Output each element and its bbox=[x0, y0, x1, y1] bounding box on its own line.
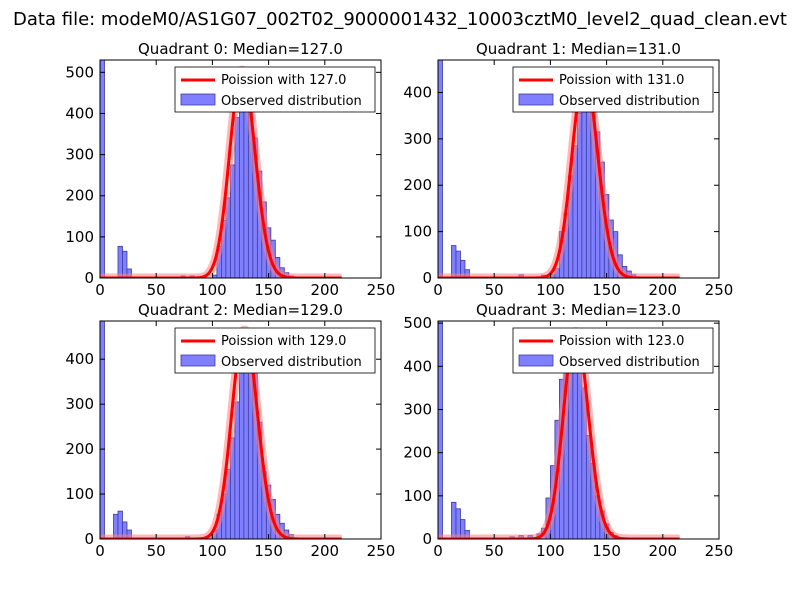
chart-quadrant-3: 0 50 100 150 200 250 0 100 200 300 400 500 Quadrant … bbox=[403, 301, 733, 560]
chart-title: Quadrant 0: Median=127.0 bbox=[138, 40, 343, 58]
x-tick-label: 200 bbox=[310, 542, 339, 560]
legend-label-observed: Observed distribution bbox=[559, 355, 700, 370]
y-tick-label: 300 bbox=[403, 400, 432, 418]
histogram-bar bbox=[100, 321, 105, 539]
histogram-bar bbox=[451, 245, 457, 278]
legend-label-observed: Observed distribution bbox=[559, 94, 700, 109]
x-tick-label: 0 bbox=[95, 281, 105, 299]
legend-label-poisson: Poission with 123.0 bbox=[559, 334, 684, 349]
y-tick-label: 100 bbox=[403, 487, 432, 505]
x-tick-label: 0 bbox=[433, 281, 443, 299]
x-tick-label: 150 bbox=[254, 281, 283, 299]
axes-frame bbox=[437, 59, 720, 279]
y-tick-label: 500 bbox=[403, 314, 432, 332]
legend-label-observed: Observed distribution bbox=[221, 94, 362, 109]
histogram-bar bbox=[100, 60, 105, 278]
x-tick-label: 250 bbox=[705, 281, 734, 299]
x-tick-label: 250 bbox=[367, 281, 396, 299]
x-tick-label: 50 bbox=[485, 281, 504, 299]
chart-quadrant-0: 0 50 100 150 200 250 0 100 200 300 400 500 Quadrant … bbox=[65, 40, 395, 299]
x-tick-label: 50 bbox=[485, 542, 504, 560]
y-tick-label: 200 bbox=[65, 187, 94, 205]
x-tick-label: 100 bbox=[198, 281, 227, 299]
legend-label-poisson: Poission with 129.0 bbox=[221, 334, 346, 349]
x-tick-label: 250 bbox=[367, 542, 396, 560]
chart-quadrant-2: 0 50 100 150 200 250 0 100 200 300 400 Quadrant 2: … bbox=[65, 301, 395, 560]
poisson-curve bbox=[438, 330, 681, 539]
histogram-bar bbox=[126, 268, 132, 278]
y-tick-label: 500 bbox=[65, 63, 94, 81]
y-tick-label: 200 bbox=[403, 176, 432, 194]
x-tick-label: 150 bbox=[592, 542, 621, 560]
y-tick-label: 0 bbox=[422, 269, 432, 287]
histogram-bar bbox=[234, 401, 240, 539]
histogram-bar bbox=[238, 356, 245, 539]
x-tick-label: 100 bbox=[536, 281, 565, 299]
legend-swatch-observed bbox=[180, 93, 216, 106]
y-tick-label: 300 bbox=[65, 146, 94, 164]
x-tick-label: 0 bbox=[95, 542, 105, 560]
y-tick-label: 100 bbox=[65, 485, 94, 503]
histogram-bar bbox=[117, 245, 123, 278]
legend-label-poisson: Poission with 131.0 bbox=[559, 73, 684, 88]
legend-label-observed: Observed distribution bbox=[221, 355, 362, 370]
x-tick-label: 100 bbox=[198, 542, 227, 560]
y-tick-label: 100 bbox=[403, 223, 432, 241]
legend-swatch-observed bbox=[518, 354, 554, 367]
axes-frame bbox=[437, 320, 720, 540]
y-tick-label: 100 bbox=[65, 228, 94, 246]
chart-title: Quadrant 3: Median=123.0 bbox=[476, 301, 681, 319]
y-tick-label: 400 bbox=[65, 350, 94, 368]
chart-title: Quadrant 2: Median=129.0 bbox=[138, 301, 343, 319]
histogram-bar bbox=[460, 259, 466, 278]
legend-label-poisson: Poission with 127.0 bbox=[221, 73, 346, 88]
histogram-bar bbox=[438, 321, 443, 539]
figure-title: Data file: modeM0/AS1G07_002T02_90000014… bbox=[13, 9, 787, 30]
axes-frame bbox=[99, 59, 382, 279]
x-tick-label: 100 bbox=[536, 542, 565, 560]
panels: 0 50 100 150 200 2500100200300400500Quadrant … bbox=[65, 40, 733, 560]
legend-swatch-observed bbox=[180, 354, 216, 367]
y-tick-label: 200 bbox=[65, 440, 94, 458]
x-tick-label: 150 bbox=[254, 542, 283, 560]
x-tick-label: 50 bbox=[147, 281, 166, 299]
y-tick-label: 0 bbox=[84, 530, 94, 548]
x-tick-label: 200 bbox=[310, 281, 339, 299]
x-tick-label: 250 bbox=[705, 542, 734, 560]
x-tick-label: 0 bbox=[433, 542, 443, 560]
y-tick-label: 0 bbox=[422, 530, 432, 548]
x-tick-label: 200 bbox=[648, 281, 677, 299]
histogram-bar bbox=[455, 508, 461, 539]
x-tick-label: 200 bbox=[648, 542, 677, 560]
y-tick-label: 400 bbox=[403, 357, 432, 375]
y-tick-label: 400 bbox=[65, 104, 94, 122]
histogram-bar bbox=[460, 519, 466, 539]
axes-frame bbox=[99, 320, 382, 540]
y-tick-label: 0 bbox=[84, 269, 94, 287]
chart-title: Quadrant 1: Median=131.0 bbox=[476, 40, 681, 58]
y-tick-label: 300 bbox=[403, 130, 432, 148]
y-tick-label: 200 bbox=[403, 444, 432, 462]
histogram-bar bbox=[581, 82, 587, 278]
legend-swatch-observed bbox=[518, 93, 554, 106]
histogram-bar bbox=[451, 501, 457, 539]
chart-quadrant-1: 0 50 100 150 200 250 0 100 200 300 400 Quadrant 1: … bbox=[403, 40, 733, 299]
histogram-bar bbox=[234, 117, 240, 278]
y-tick-label: 400 bbox=[403, 83, 432, 101]
y-tick-label: 300 bbox=[65, 395, 94, 413]
x-tick-label: 50 bbox=[147, 542, 166, 560]
x-tick-label: 150 bbox=[592, 281, 621, 299]
histogram-bar bbox=[438, 60, 443, 278]
